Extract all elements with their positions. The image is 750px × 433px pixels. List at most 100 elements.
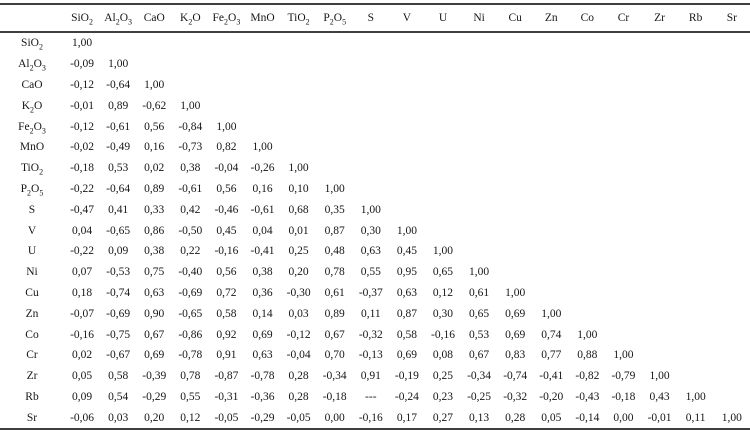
- row-header-rb: Rb: [25, 390, 39, 403]
- empty-cell: [642, 283, 678, 304]
- empty-cell: [533, 32, 569, 54]
- empty-cell: [605, 75, 641, 96]
- empty-cell: [569, 75, 605, 96]
- empty-cell: [281, 54, 317, 75]
- cell: 0,69: [505, 328, 526, 341]
- row-header-tio2: TiO2: [20, 162, 44, 177]
- empty-cell: [714, 75, 750, 96]
- cell: -0,19: [394, 370, 419, 383]
- empty-cell: [569, 137, 605, 158]
- cell: 0,89: [144, 182, 165, 195]
- cell: -0,02: [70, 141, 95, 154]
- empty-cell: [569, 95, 605, 116]
- empty-cell: [605, 116, 641, 137]
- empty-cell: [569, 199, 605, 220]
- empty-cell: [642, 199, 678, 220]
- cell: 0,38: [180, 162, 201, 175]
- cell: 0,03: [288, 307, 309, 320]
- table-row: TiO2 -0,18 0,53 0,02 0,38 -0,04 -0,26 1,00: [0, 158, 750, 179]
- empty-cell: [569, 283, 605, 304]
- cell: 0,05: [541, 411, 562, 424]
- cell: 0,48: [324, 245, 345, 258]
- cell: 0,18: [71, 286, 93, 299]
- row-header-zr: Zr: [26, 370, 38, 383]
- cell: 0,25: [288, 245, 309, 258]
- table-row: P2O5 -0,22 -0,64 0,89 -0,61 0,56 0,16 0,10 1,00: [0, 179, 750, 200]
- empty-cell: [353, 179, 389, 200]
- cell: 1,00: [721, 411, 742, 424]
- empty-cell: [497, 54, 533, 75]
- empty-cell: [714, 95, 750, 116]
- empty-cell: [281, 116, 317, 137]
- table-row: SiO2 1,00: [0, 32, 750, 54]
- cell: -0,24: [394, 390, 419, 403]
- cell: -0,16: [70, 328, 95, 341]
- empty-cell: [317, 95, 353, 116]
- cell: -0,84: [178, 120, 203, 133]
- empty-cell: [425, 75, 461, 96]
- cell: -0,16: [431, 328, 455, 341]
- table-row: Rb 0,09 0,54 -0,29 0,55 -0,31 -0,36 0,28 -0,18 --…: [0, 387, 750, 408]
- empty-cell: [642, 32, 678, 54]
- cell: 0,01: [288, 224, 309, 237]
- table-row: Ni 0,07 -0,53 0,75 -0,40 0,56 0,38 0,20 0,78 0,55…: [0, 262, 750, 283]
- cell: 0,28: [288, 390, 309, 403]
- empty-cell: [172, 75, 208, 96]
- cell: -0,67: [106, 349, 131, 362]
- cell: 0,28: [505, 411, 526, 424]
- cell: -0,87: [214, 370, 239, 383]
- cell: 1,00: [541, 307, 562, 320]
- cell: -0,01: [70, 99, 95, 112]
- empty-cell: [642, 324, 678, 345]
- empty-cell: [353, 158, 389, 179]
- empty-cell: [425, 179, 461, 200]
- cell: 0,38: [252, 266, 273, 279]
- empty-cell: [605, 262, 641, 283]
- row-header-cr: Cr: [26, 349, 38, 362]
- empty-cell: [425, 116, 461, 137]
- cell: -0,04: [286, 349, 311, 362]
- empty-cell: [461, 158, 497, 179]
- cell: -0,18: [611, 390, 636, 403]
- cell: 0,91: [360, 370, 381, 383]
- empty-cell: [497, 220, 533, 241]
- cell: 1,00: [360, 203, 381, 216]
- cell: 0,67: [144, 328, 165, 341]
- column-header-sio2: SiO2: [71, 12, 93, 27]
- empty-cell: [605, 179, 641, 200]
- cell: 0,87: [396, 307, 417, 320]
- cell: -0,18: [322, 390, 347, 403]
- cell: 0,69: [505, 307, 526, 320]
- cell: -0,64: [106, 78, 131, 91]
- cell: 1,00: [649, 370, 670, 383]
- cell: 0,63: [252, 349, 273, 362]
- table-row: Zr 0,05 0,58 -0,39 0,78 -0,87 -0,78 0,28 -0,34 0,…: [0, 366, 750, 387]
- cell: 0,95: [396, 266, 417, 279]
- cell: 0,53: [108, 162, 129, 175]
- empty-cell: [461, 54, 497, 75]
- cell: 0,65: [469, 307, 490, 320]
- empty-cell: [389, 158, 425, 179]
- table-body: SiO2 1,00 Al2O3 -0,09 1,00 CaO -0,12 -0,64 1,00 K…: [0, 32, 750, 430]
- cell: -0,73: [178, 141, 203, 154]
- column-header-rb: Rb: [688, 12, 703, 24]
- empty-cell: [497, 32, 533, 54]
- empty-cell: [100, 32, 136, 54]
- cell: 0,63: [144, 286, 165, 299]
- empty-cell: [678, 158, 714, 179]
- cell: 0,35: [324, 203, 345, 216]
- empty-cell: [533, 283, 569, 304]
- cell: 0,02: [144, 162, 165, 175]
- empty-cell: [244, 75, 280, 96]
- cell: 0,09: [71, 390, 93, 403]
- cell: 0,25: [432, 370, 454, 383]
- row-header-zn: Zn: [25, 307, 39, 320]
- empty-cell: [533, 220, 569, 241]
- cell: -0,75: [106, 328, 131, 341]
- empty-cell: [208, 54, 244, 75]
- cell: 0,11: [685, 411, 706, 424]
- empty-cell: [533, 116, 569, 137]
- cell: 0,00: [324, 411, 345, 424]
- cell: -0,69: [106, 307, 131, 320]
- cell: -0,01: [647, 411, 672, 424]
